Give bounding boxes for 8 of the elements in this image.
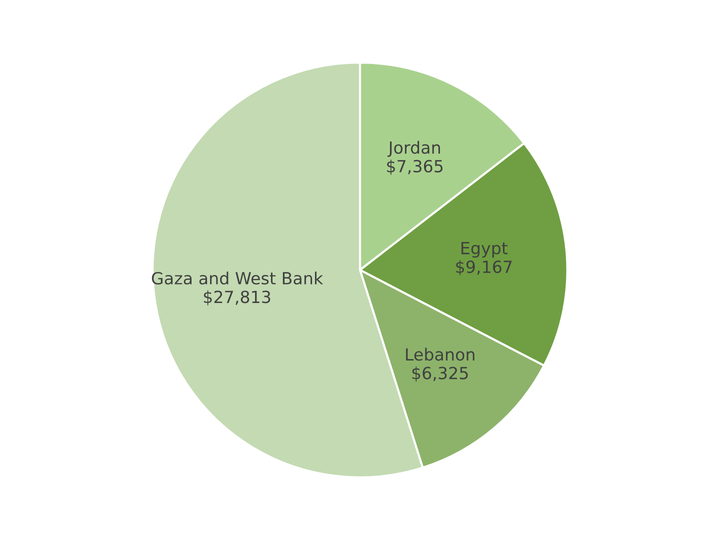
data-label: $7,365 — [387, 160, 443, 175]
slice-label: Lebanon — [406, 348, 474, 361]
data-label: $9,167 — [456, 260, 512, 276]
slice-label: Gaza and West Bank — [152, 272, 324, 285]
slice-label: Jordan — [387, 140, 440, 157]
data-label: $27,813 — [204, 290, 270, 306]
data-label: $6,325 — [412, 366, 468, 382]
slice-label: Egypt — [462, 242, 508, 258]
